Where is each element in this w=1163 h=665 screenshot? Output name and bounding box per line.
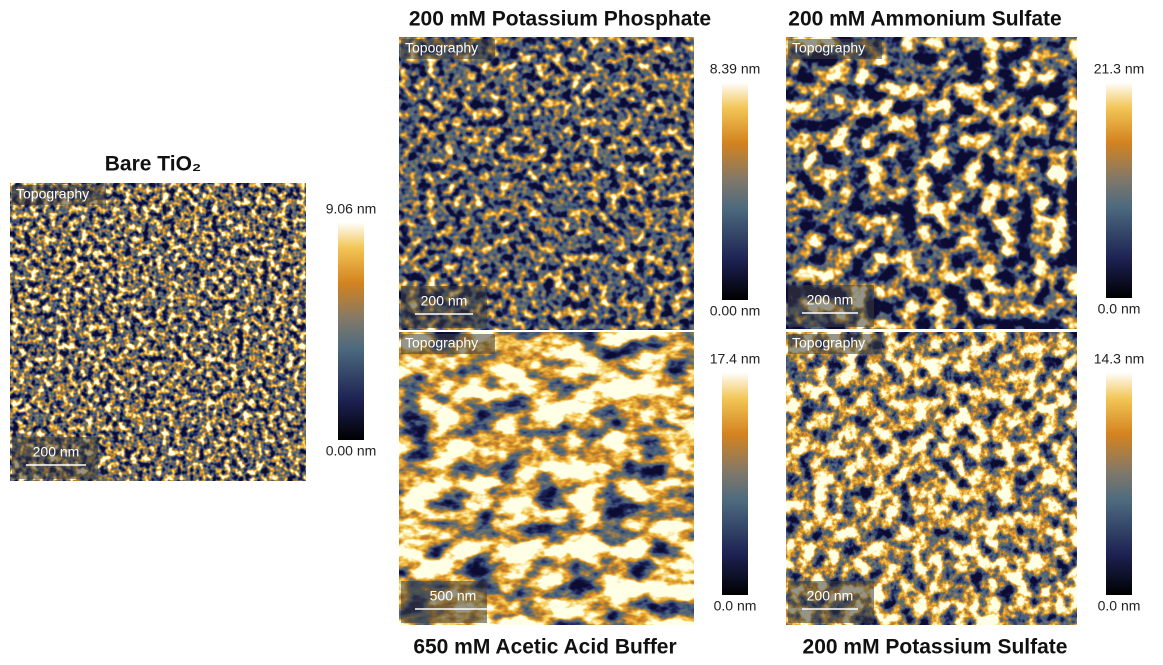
scale-bar-label: 200 nm xyxy=(807,292,854,308)
scale-bar-bg xyxy=(788,581,874,623)
afm-image xyxy=(10,183,306,481)
panel-title: Bare TiO₂ xyxy=(105,153,201,176)
scale-bar-bg xyxy=(12,437,98,479)
panel-title: 650 mM Acetic Acid Buffer xyxy=(413,636,676,659)
afm-image xyxy=(786,332,1077,625)
scale-bar-bg xyxy=(788,285,874,327)
scale-bar-label: 500 nm xyxy=(430,588,477,604)
colorbar-max: 9.06 nm xyxy=(326,201,377,217)
image-label: Topography xyxy=(405,335,478,351)
colorbar xyxy=(1106,372,1132,595)
colorbar-max: 8.39 nm xyxy=(710,61,761,77)
colorbar xyxy=(1106,82,1132,298)
label-bg xyxy=(788,334,882,354)
colorbar-min: 0.00 nm xyxy=(710,303,761,319)
scale-bar-bg xyxy=(401,286,487,328)
colorbar-min: 0.00 nm xyxy=(326,443,377,459)
colorbar-max: 14.3 nm xyxy=(1094,351,1145,367)
panel-title: 200 mM Potassium Sulfate xyxy=(803,636,1068,659)
image-label: Topography xyxy=(405,40,478,56)
scale-bar-label: 200 nm xyxy=(421,293,468,309)
colorbar xyxy=(722,82,748,300)
label-bg xyxy=(12,185,106,205)
scale-bar-label: 200 nm xyxy=(33,444,80,460)
afm-image xyxy=(399,332,694,625)
label-bg xyxy=(401,334,495,354)
colorbar-min: 0.0 nm xyxy=(1098,598,1141,614)
panel-title: 200 mM Potassium Phosphate xyxy=(409,8,711,31)
colorbar xyxy=(722,372,748,595)
label-bg xyxy=(401,39,495,59)
afm-image xyxy=(786,37,1077,329)
afm-image xyxy=(399,37,694,330)
label-bg xyxy=(788,39,882,59)
colorbar-min: 0.0 nm xyxy=(714,598,757,614)
image-label: Topography xyxy=(792,335,865,351)
colorbar-max: 21.3 nm xyxy=(1094,61,1145,77)
image-label: Topography xyxy=(16,186,89,202)
panel-title: 200 mM Ammonium Sulfate xyxy=(788,8,1061,31)
colorbar xyxy=(338,222,364,440)
colorbar-min: 0.0 nm xyxy=(1098,301,1141,317)
scale-bar-label: 200 nm xyxy=(807,588,854,604)
colorbar-max: 17.4 nm xyxy=(710,351,761,367)
scale-bar-bg xyxy=(401,581,487,623)
image-label: Topography xyxy=(792,40,865,56)
